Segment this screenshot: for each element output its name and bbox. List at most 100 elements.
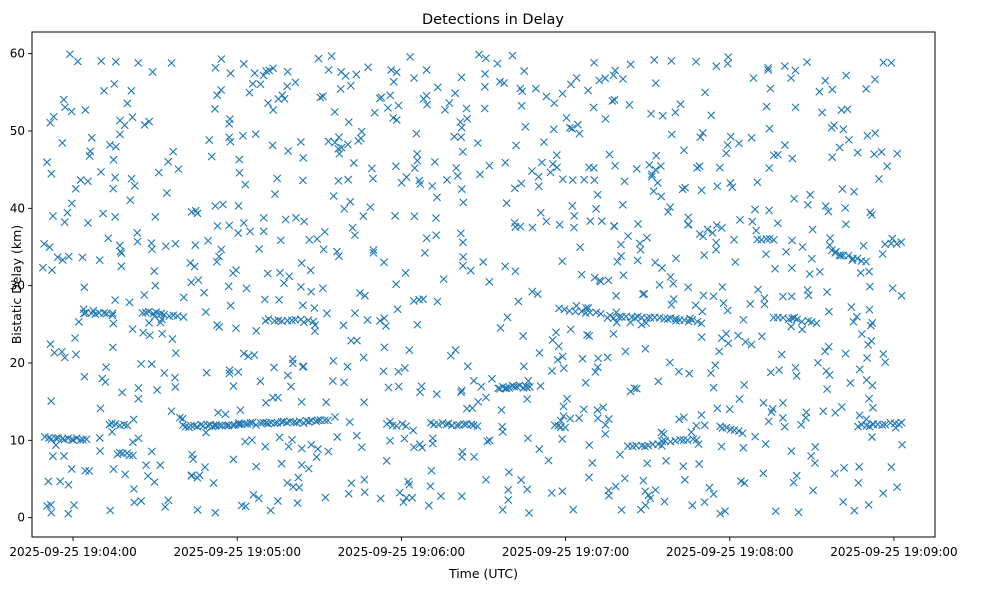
data-point bbox=[585, 441, 594, 449]
data-point bbox=[467, 420, 476, 429]
data-point bbox=[297, 397, 306, 406]
data-point bbox=[609, 222, 618, 231]
data-point bbox=[824, 342, 833, 351]
data-point bbox=[823, 287, 832, 296]
data-point bbox=[841, 349, 850, 358]
data-point bbox=[324, 137, 333, 146]
data-point bbox=[624, 232, 633, 241]
data-point bbox=[215, 252, 224, 261]
data-point bbox=[828, 153, 837, 162]
data-point bbox=[322, 309, 331, 318]
data-point bbox=[510, 218, 519, 227]
data-point bbox=[466, 266, 475, 275]
data-point bbox=[138, 308, 147, 317]
data-point bbox=[807, 254, 816, 263]
data-point bbox=[201, 428, 210, 437]
data-point bbox=[469, 376, 478, 385]
data-point bbox=[38, 263, 47, 272]
data-point bbox=[724, 53, 733, 62]
data-point bbox=[111, 173, 120, 182]
data-point bbox=[105, 420, 114, 429]
y-tick-label: 10 bbox=[10, 433, 25, 447]
data-point bbox=[590, 176, 599, 185]
data-point bbox=[695, 162, 704, 171]
data-point bbox=[426, 482, 435, 491]
data-point bbox=[617, 505, 626, 514]
data-point bbox=[405, 346, 414, 355]
data-point bbox=[321, 493, 330, 502]
data-point bbox=[406, 52, 415, 61]
x-tick-label: 2025-09-25 19:07:00 bbox=[502, 545, 629, 559]
data-point bbox=[826, 234, 835, 243]
y-tick-label: 0 bbox=[17, 511, 25, 525]
data-point bbox=[161, 242, 170, 251]
data-point bbox=[209, 478, 218, 487]
data-point bbox=[356, 134, 365, 143]
data-point bbox=[520, 67, 529, 76]
data-point bbox=[805, 270, 814, 279]
data-point bbox=[787, 447, 796, 456]
data-point bbox=[559, 364, 568, 373]
data-point bbox=[254, 494, 263, 503]
data-point bbox=[651, 486, 660, 494]
data-point bbox=[769, 235, 778, 244]
data-point bbox=[164, 157, 173, 166]
data-point bbox=[153, 386, 162, 395]
data-point bbox=[256, 377, 265, 386]
data-point bbox=[751, 432, 760, 441]
data-point bbox=[879, 350, 888, 359]
data-point bbox=[830, 469, 839, 478]
data-point bbox=[599, 403, 608, 412]
data-point bbox=[647, 170, 656, 179]
data-point bbox=[145, 318, 154, 327]
data-point bbox=[109, 465, 118, 474]
data-point bbox=[525, 382, 534, 391]
data-point bbox=[475, 170, 484, 179]
data-point bbox=[802, 408, 811, 417]
data-point bbox=[343, 362, 352, 371]
data-point bbox=[115, 130, 124, 139]
data-point bbox=[700, 251, 709, 260]
data-point bbox=[161, 502, 170, 511]
data-point bbox=[561, 423, 570, 432]
data-point bbox=[213, 321, 222, 330]
data-point bbox=[777, 350, 786, 359]
data-point bbox=[238, 131, 247, 140]
y-tick-label: 40 bbox=[10, 201, 25, 215]
data-point bbox=[717, 442, 726, 451]
data-point bbox=[187, 278, 196, 287]
data-point bbox=[330, 138, 339, 147]
data-point bbox=[547, 488, 556, 497]
data-point bbox=[391, 162, 400, 171]
data-point bbox=[892, 239, 901, 248]
data-point bbox=[865, 267, 874, 276]
data-point bbox=[279, 279, 288, 288]
data-point bbox=[867, 210, 876, 219]
data-point bbox=[237, 419, 246, 428]
data-point bbox=[601, 114, 610, 123]
data-point bbox=[470, 452, 479, 461]
data-point bbox=[658, 263, 667, 272]
data-point bbox=[344, 489, 353, 498]
data-point bbox=[78, 253, 87, 262]
data-point bbox=[100, 309, 109, 318]
data-point bbox=[679, 413, 688, 422]
data-point bbox=[191, 241, 200, 250]
data-point bbox=[204, 236, 213, 245]
data-point bbox=[297, 444, 306, 453]
data-point bbox=[320, 227, 329, 236]
data-point bbox=[397, 178, 406, 187]
data-point bbox=[310, 304, 319, 313]
data-point bbox=[586, 217, 595, 226]
data-point bbox=[596, 309, 605, 318]
data-point bbox=[761, 440, 770, 449]
data-point bbox=[878, 249, 887, 258]
data-point bbox=[868, 403, 877, 412]
data-point bbox=[294, 473, 303, 482]
data-point bbox=[248, 436, 257, 444]
data-point bbox=[327, 52, 336, 61]
data-point bbox=[387, 65, 396, 74]
data-point bbox=[498, 505, 507, 514]
data-point bbox=[606, 311, 614, 320]
data-point bbox=[263, 269, 272, 278]
